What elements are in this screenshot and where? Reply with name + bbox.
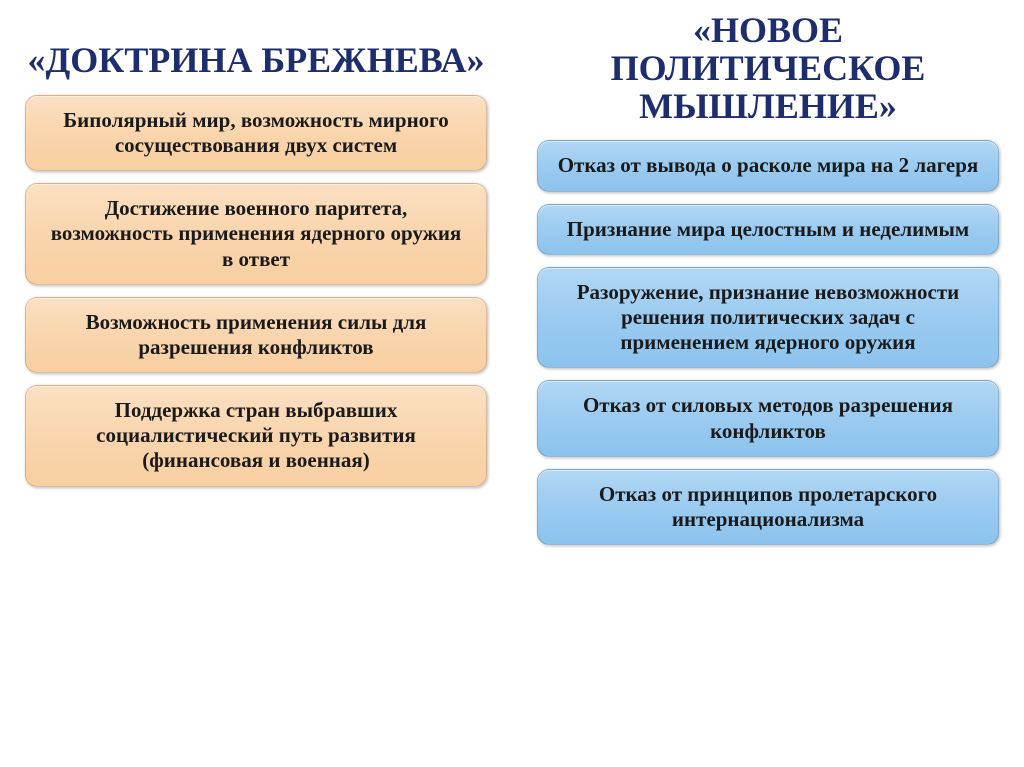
left-box: Поддержка стран выбравших социалистическ…	[25, 385, 487, 487]
left-box: Достижение военного паритета, возможност…	[25, 183, 487, 285]
right-box: Разоружение, признание невозможности реш…	[537, 267, 999, 369]
right-box: Отказ от принципов пролетарского интерна…	[537, 469, 999, 545]
right-box: Отказ от силовых методов разрешения конф…	[537, 380, 999, 456]
right-box: Отказ от вывода о расколе мира на 2 лаге…	[537, 140, 999, 191]
right-column: «НОВОЕ ПОЛИТИЧЕСКОЕ МЫШЛЕНИЕ» Отказ от в…	[537, 12, 999, 747]
left-box: Биполярный мир, возможность мирного сосу…	[25, 95, 487, 171]
left-column: «ДОКТРИНА БРЕЖНЕВА» Биполярный мир, возм…	[25, 12, 487, 747]
right-box: Признание мира целостным и неделимым	[537, 204, 999, 255]
left-box: Возможность применения силы для разрешен…	[25, 297, 487, 373]
right-heading: «НОВОЕ ПОЛИТИЧЕСКОЕ МЫШЛЕНИЕ»	[537, 12, 999, 125]
left-heading: «ДОКТРИНА БРЕЖНЕВА»	[25, 42, 487, 80]
